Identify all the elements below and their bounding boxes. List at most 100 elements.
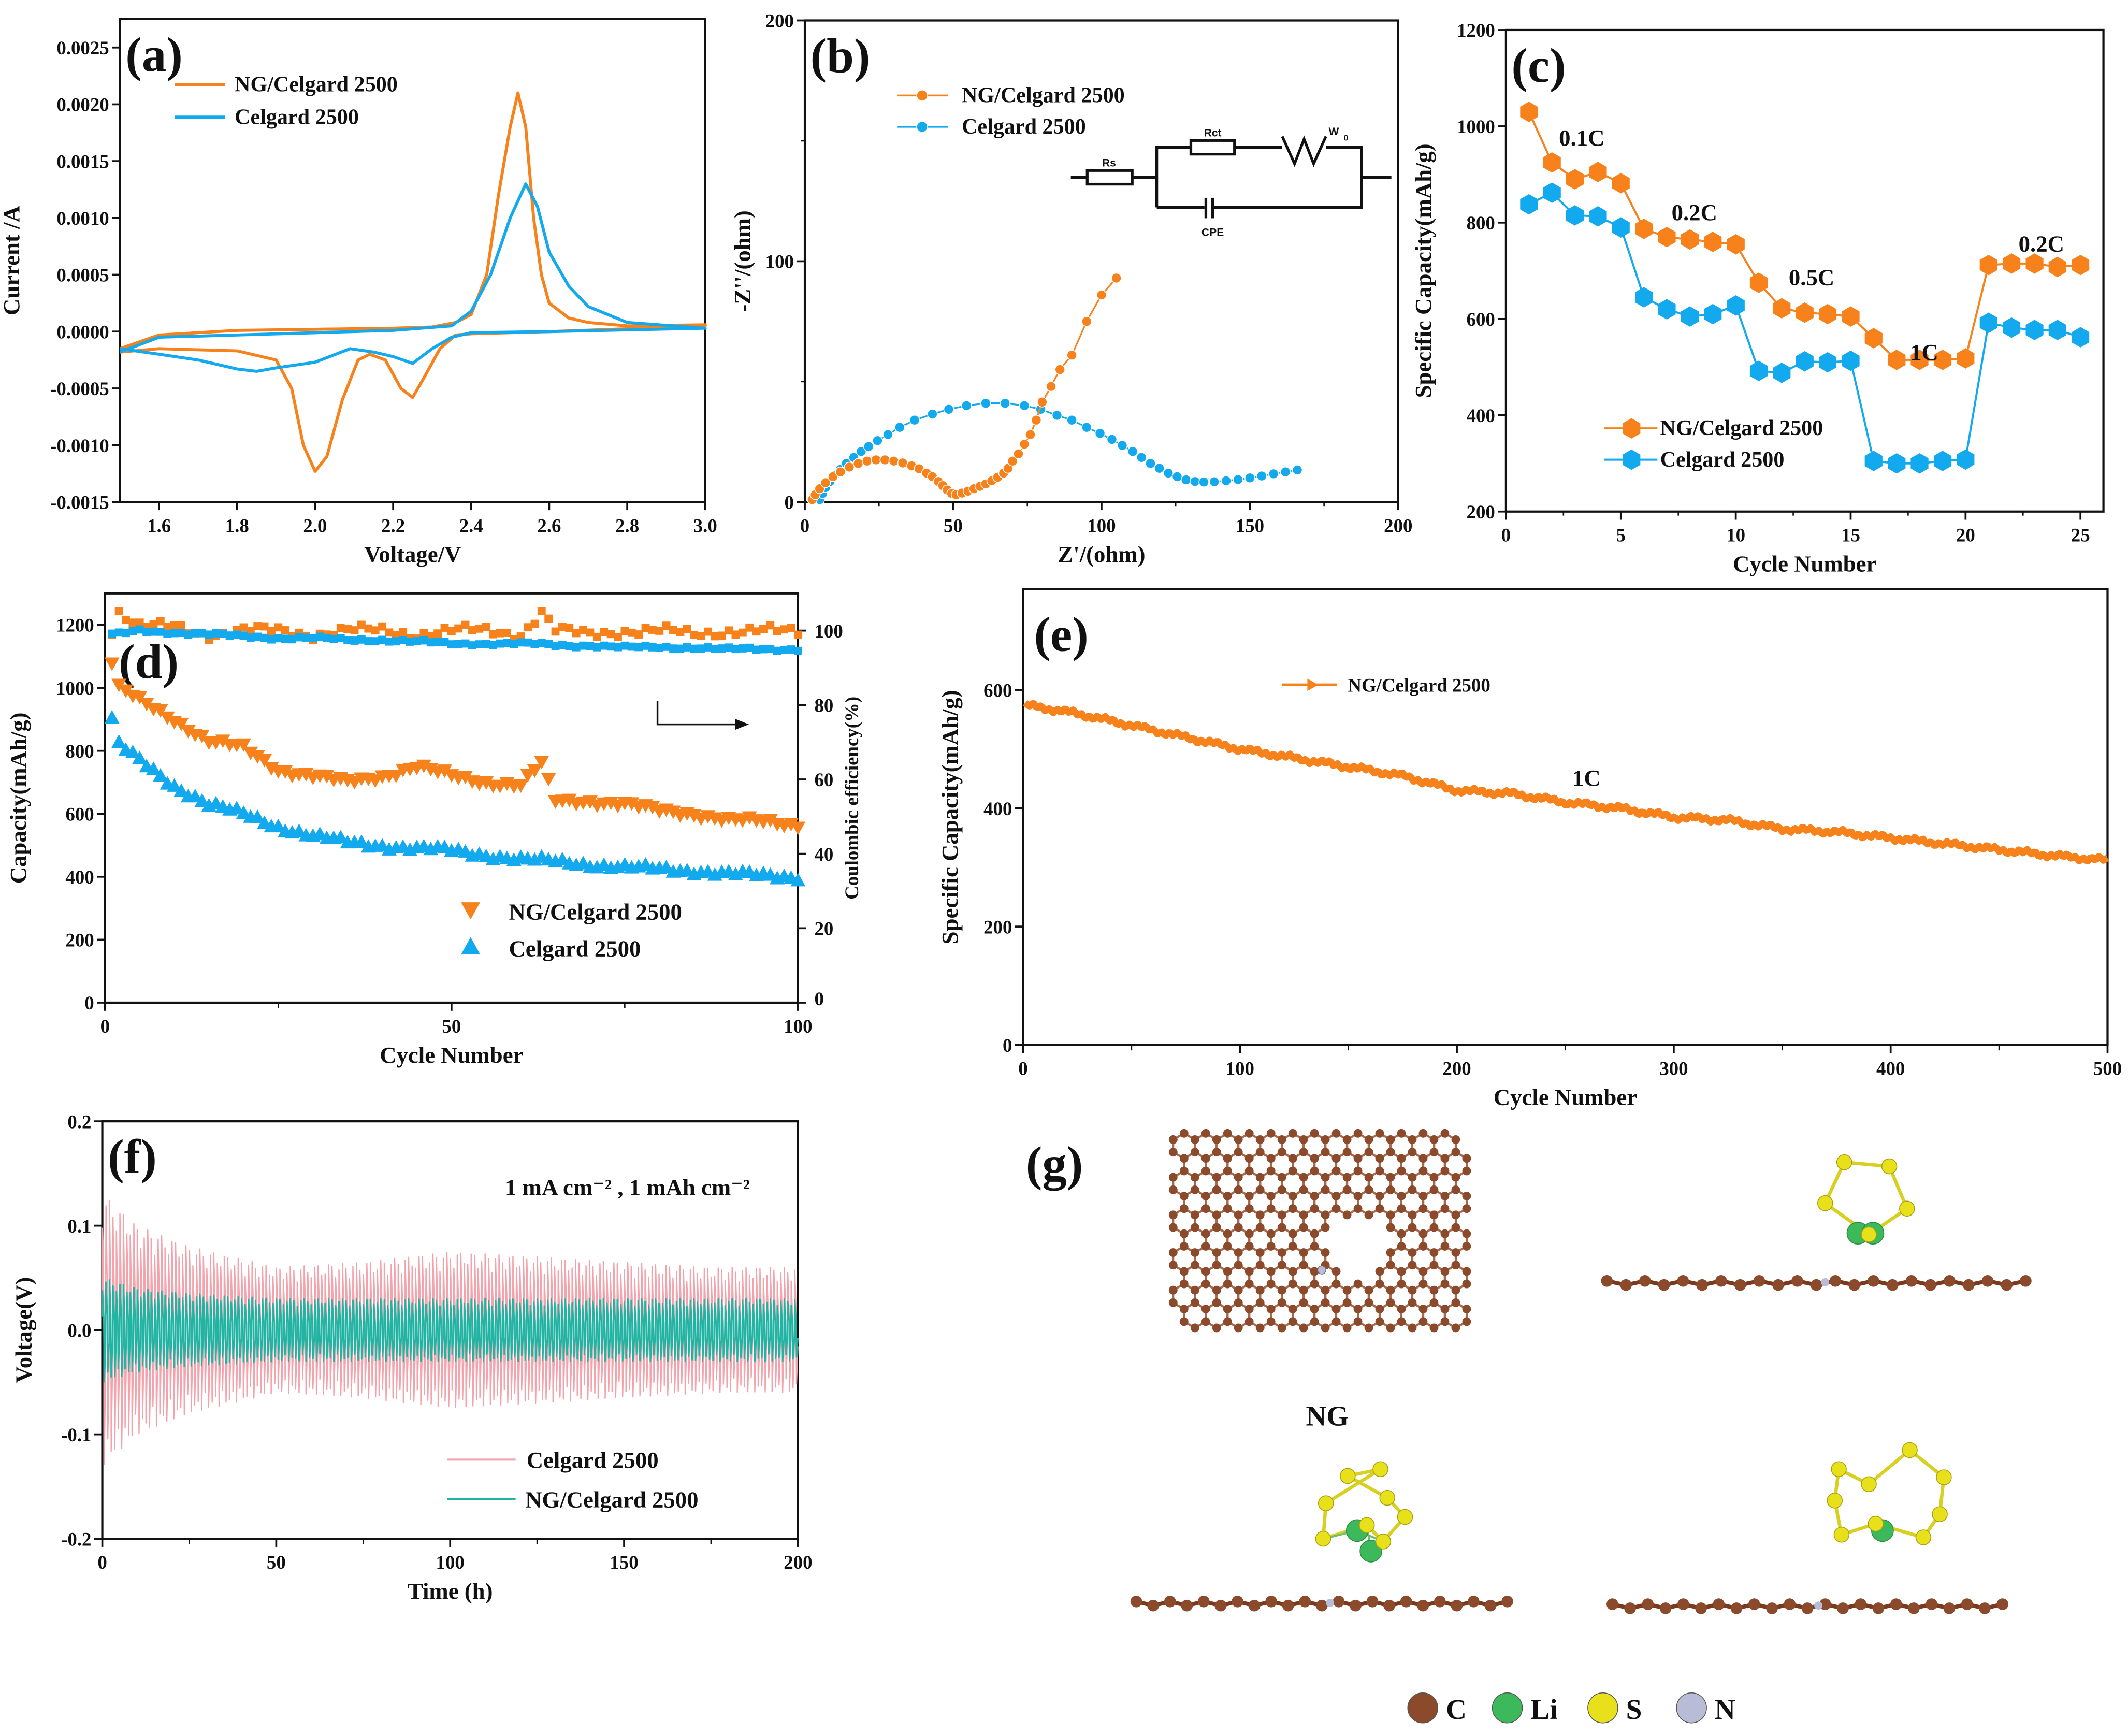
ce-point bbox=[773, 627, 781, 635]
cv-line-celgard bbox=[119, 182, 707, 373]
ce-point bbox=[565, 624, 574, 632]
y2-tick-label: 80 bbox=[814, 695, 833, 716]
y-tick-label: 0.2 bbox=[67, 1111, 91, 1132]
capacity-point bbox=[153, 704, 168, 718]
carbon-atom bbox=[1872, 1602, 1885, 1614]
carbon-atom bbox=[1890, 1598, 1902, 1610]
carbon-atom bbox=[1244, 1279, 1254, 1289]
carbon-atom bbox=[1642, 1598, 1654, 1610]
ce-point bbox=[461, 639, 470, 648]
c-rate-label: 0.5C bbox=[1789, 265, 1834, 291]
ce-point bbox=[524, 638, 532, 647]
carbon-atom bbox=[1234, 1248, 1243, 1257]
ce-point bbox=[793, 646, 802, 655]
rate-point bbox=[1842, 306, 1860, 327]
carbon-atom bbox=[1981, 1275, 1994, 1287]
ce-point bbox=[502, 639, 511, 647]
carbon-atom bbox=[1255, 1323, 1265, 1333]
carbon-atom bbox=[1440, 1154, 1450, 1163]
y-tick-label: 200 bbox=[765, 10, 794, 32]
x-axis-label: Cycle Number bbox=[1733, 551, 1876, 577]
ce-point bbox=[627, 642, 636, 651]
carbon-atom bbox=[1168, 1148, 1178, 1157]
sulfur-atom bbox=[1379, 1489, 1396, 1506]
sulfur-atom bbox=[1936, 1469, 1952, 1485]
carbon-atom bbox=[1606, 1598, 1618, 1610]
rate-point bbox=[1566, 169, 1584, 190]
carbon-atom bbox=[1440, 1129, 1450, 1138]
carbon-atom bbox=[1265, 1595, 1277, 1608]
w-subscript: 0 bbox=[1343, 134, 1348, 142]
carbon-atom bbox=[1288, 1129, 1297, 1138]
ce-point bbox=[475, 624, 484, 633]
carbon-atom bbox=[1223, 1129, 1232, 1138]
rate-point bbox=[1704, 303, 1722, 325]
carbon-atom bbox=[1255, 1148, 1265, 1157]
ce-point bbox=[205, 630, 213, 639]
c-rate-label: 1C bbox=[1910, 339, 1938, 365]
sulfur-atom bbox=[1881, 1158, 1898, 1175]
legend-label: NG/Celgard 2500 bbox=[525, 1487, 698, 1513]
carbon-atom bbox=[1234, 1261, 1243, 1270]
capacity-point bbox=[118, 684, 134, 698]
legend-label: Celgard 2500 bbox=[1660, 447, 1785, 472]
carbon-atom bbox=[1266, 1129, 1276, 1138]
rate-point bbox=[1910, 350, 1929, 370]
carbon-atom bbox=[1440, 1192, 1450, 1200]
carbon-atom bbox=[1383, 1599, 1395, 1612]
capacity-point bbox=[146, 761, 161, 775]
ce-point bbox=[336, 634, 345, 642]
carbon-atom bbox=[1462, 1166, 1471, 1176]
carbon-atom bbox=[1440, 1229, 1450, 1238]
carbon-atom bbox=[1310, 1204, 1319, 1213]
ce-point bbox=[579, 641, 587, 650]
carbon-atom bbox=[1234, 1298, 1243, 1307]
carbon-atom bbox=[1868, 1275, 1879, 1287]
rate-point bbox=[1910, 453, 1929, 474]
sulfur-atom bbox=[1375, 1534, 1392, 1550]
ce-point bbox=[378, 635, 386, 644]
carbon-atom bbox=[1168, 1298, 1178, 1307]
carbon-atom bbox=[1342, 1210, 1352, 1220]
rate-point bbox=[1589, 206, 1607, 227]
carbon-atom bbox=[1168, 1135, 1178, 1144]
ce-point bbox=[301, 633, 310, 642]
carbon-atom bbox=[1299, 1323, 1308, 1333]
eis-point bbox=[835, 466, 846, 478]
carbon-atom bbox=[1168, 1285, 1178, 1295]
sulfur-atom bbox=[1902, 1442, 1918, 1458]
ce-point bbox=[697, 631, 705, 640]
x-tick-label: 5 bbox=[1616, 525, 1626, 546]
panel-label: (a) bbox=[125, 27, 183, 82]
ce-point bbox=[170, 629, 179, 638]
carbon-atom bbox=[1408, 1210, 1417, 1220]
rate-point bbox=[1658, 227, 1676, 248]
capacity-point bbox=[270, 818, 286, 833]
nitrogen-atom bbox=[1317, 1265, 1326, 1275]
rate-point bbox=[1864, 328, 1883, 349]
ce-point bbox=[475, 640, 484, 649]
ce-point bbox=[274, 634, 283, 643]
carbon-atom bbox=[1255, 1135, 1265, 1144]
carbon-atom bbox=[1462, 1229, 1471, 1238]
carbon-atom bbox=[1179, 1154, 1189, 1163]
ce-point bbox=[315, 632, 324, 641]
capacity-point bbox=[173, 783, 189, 797]
carbon-atom bbox=[1321, 1148, 1330, 1157]
carbon-atom bbox=[1299, 1223, 1308, 1232]
carbon-atom bbox=[1255, 1173, 1265, 1182]
ce-point bbox=[502, 629, 511, 637]
ce-point bbox=[184, 630, 193, 639]
carbon-atom bbox=[1440, 1305, 1450, 1313]
carbon-atom bbox=[1772, 1279, 1784, 1291]
element-legend: C Li S N bbox=[1407, 1692, 1735, 1725]
ce-point bbox=[752, 627, 761, 636]
carbon-atom bbox=[1277, 1223, 1286, 1232]
carbon-atom bbox=[1201, 1229, 1210, 1238]
carbon-atom bbox=[1429, 1298, 1439, 1307]
ce-point bbox=[122, 616, 130, 624]
y-tick-label: 200 bbox=[983, 916, 1012, 937]
voltage-trace bbox=[102, 1279, 799, 1383]
carbon-atom bbox=[1440, 1204, 1450, 1213]
eis-point bbox=[1019, 400, 1030, 411]
